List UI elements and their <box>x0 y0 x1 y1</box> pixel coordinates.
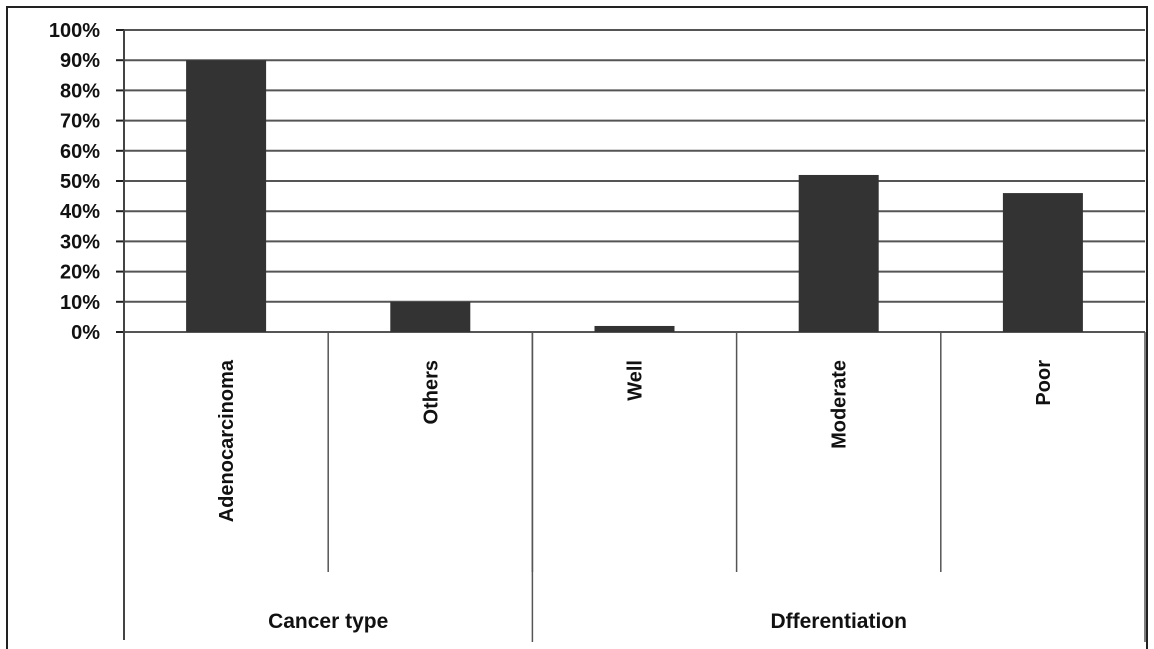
y-tick-label: 70% <box>60 111 100 133</box>
x-group-label: Cancer type <box>268 610 388 633</box>
y-tick-label: 90% <box>60 50 100 72</box>
gridlines <box>116 29 1145 640</box>
y-tick-label: 10% <box>60 292 100 314</box>
y-tick-label: 30% <box>60 231 100 253</box>
y-tick-label: 0% <box>71 322 100 344</box>
y-tick-label: 60% <box>60 141 100 163</box>
y-tick-label: 80% <box>60 80 100 102</box>
y-tick-label: 100% <box>49 20 100 42</box>
bar-adenocarcinoma <box>186 60 267 332</box>
x-category-label: Poor <box>1033 360 1055 406</box>
x-category-label: Well <box>625 360 647 401</box>
x-category-label: Moderate <box>829 360 851 449</box>
x-group-label: Dfferentiation <box>770 610 907 633</box>
bar-poor <box>1002 193 1083 332</box>
bar-others <box>390 301 471 332</box>
bars <box>186 60 1083 332</box>
y-tick-label: 50% <box>60 171 100 193</box>
y-tick-label: 20% <box>60 262 100 284</box>
bar-moderate <box>798 174 879 332</box>
x-axis: Adenocarcinoma Others Well Moderate Poor Canc… <box>216 332 1146 642</box>
y-tick-label: 40% <box>60 201 100 223</box>
x-category-label: Others <box>420 360 442 424</box>
bar-well <box>594 325 675 332</box>
x-category-label: Adenocarcinoma <box>216 359 238 522</box>
y-axis-ticks: 0% 10% 20% 30% 40% 50% 60% 70% 80% 90% 100% <box>49 20 100 344</box>
